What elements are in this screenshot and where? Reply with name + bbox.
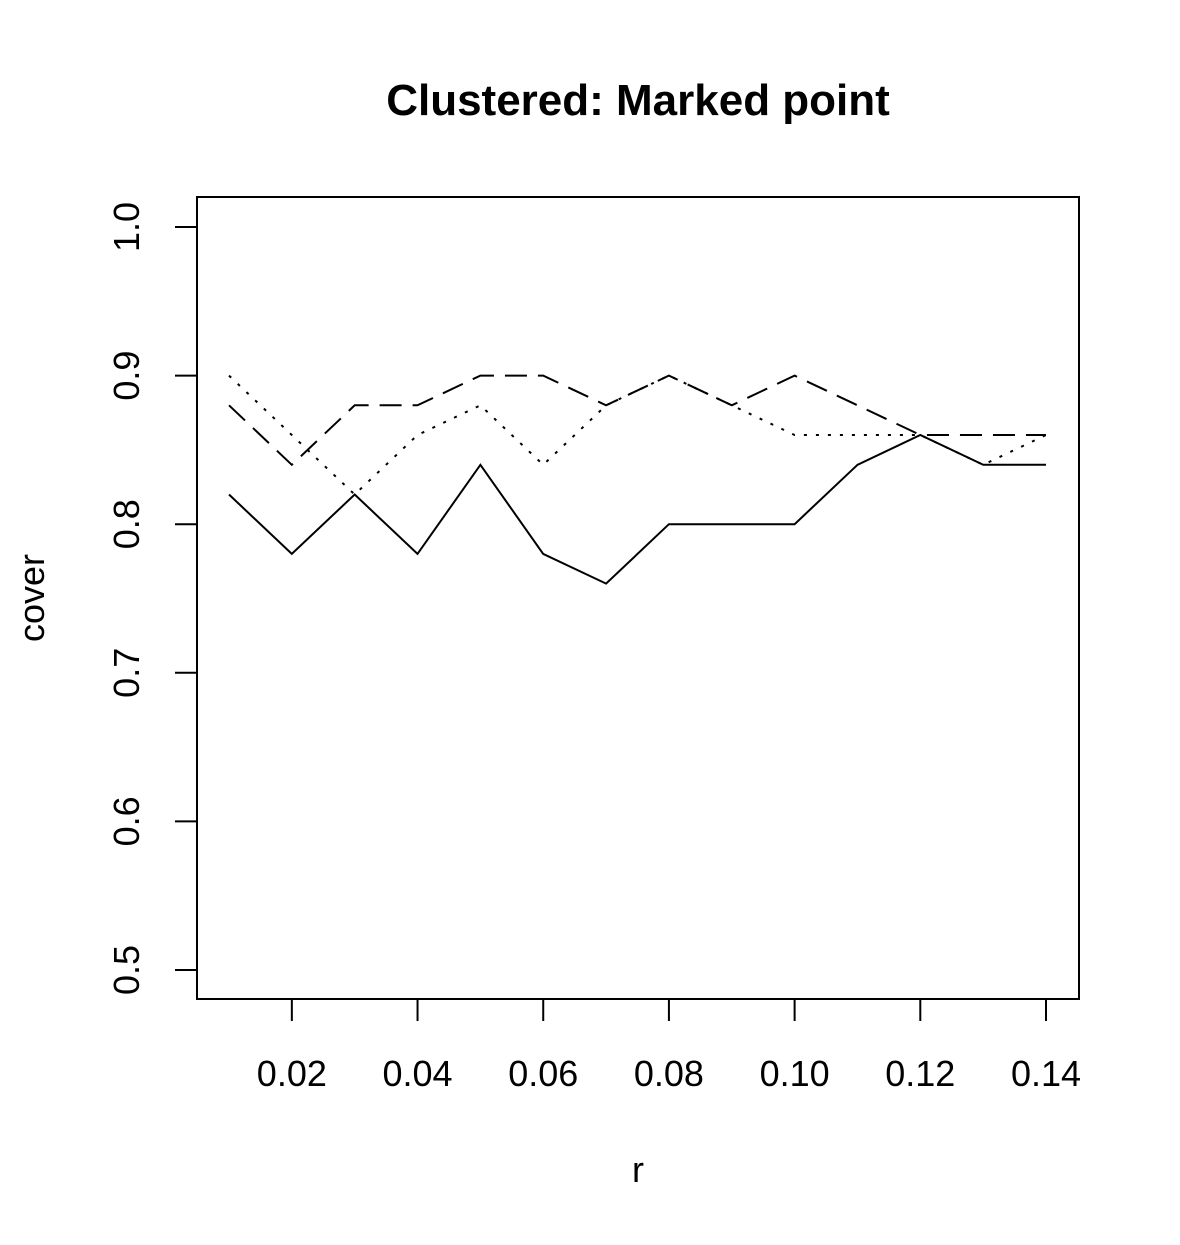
series-line-dotted bbox=[228, 374, 1047, 496]
y-tick-label: 0.6 bbox=[106, 796, 147, 846]
series-line-solid bbox=[228, 433, 1046, 585]
x-tick-label: 0.06 bbox=[508, 1053, 578, 1094]
x-tick-label: 0.08 bbox=[634, 1053, 704, 1094]
x-axis-label: r bbox=[632, 1149, 644, 1190]
x-tick-label: 0.12 bbox=[885, 1053, 955, 1094]
y-tick-label: 0.5 bbox=[106, 945, 147, 995]
plot-frame bbox=[196, 196, 1080, 1000]
x-axis: 0.02 0.04 0.06 0.08 0.10 0.12 0.14 bbox=[257, 999, 1081, 1094]
chart-title: Clustered: Marked point bbox=[386, 76, 890, 125]
series-line-dashed bbox=[228, 374, 1046, 467]
x-tick-label: 0.10 bbox=[760, 1053, 830, 1094]
y-tick-label: 1.0 bbox=[106, 202, 147, 252]
y-tick-label: 0.9 bbox=[106, 351, 147, 401]
x-tick-label: 0.02 bbox=[257, 1053, 327, 1094]
y-axis: 0.5 0.6 0.7 0.8 0.9 1.0 bbox=[106, 202, 197, 995]
x-tick-label: 0.14 bbox=[1011, 1053, 1081, 1094]
x-tick-label: 0.04 bbox=[382, 1053, 452, 1094]
y-axis-label: cover bbox=[11, 554, 52, 642]
y-tick-label: 0.7 bbox=[106, 648, 147, 698]
y-tick-label: 0.8 bbox=[106, 499, 147, 549]
series-layer bbox=[228, 374, 1047, 585]
